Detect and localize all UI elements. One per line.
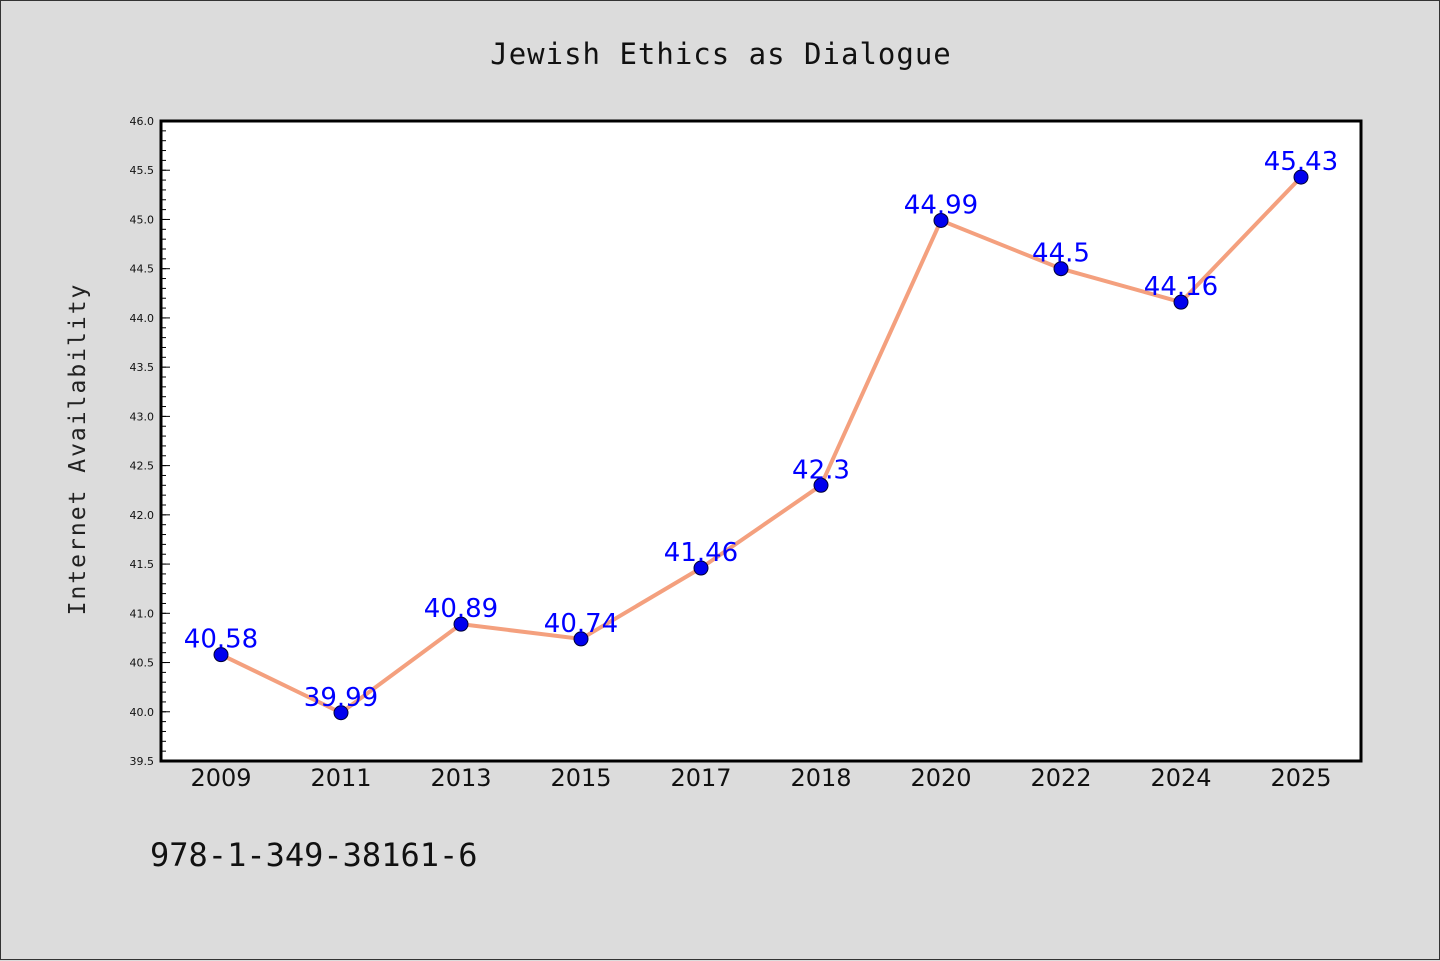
- data-point: [1293, 169, 1309, 185]
- data-point: [1173, 294, 1189, 310]
- x-tick-label: 2013: [430, 764, 491, 792]
- series-line: [220, 175, 1303, 715]
- data-label: 40.58: [184, 625, 258, 655]
- y-tick-label: 45.5: [130, 164, 155, 177]
- isbn-text: 978-1-349-38161-6: [150, 836, 478, 874]
- x-tick-label: 2025: [1270, 764, 1331, 792]
- y-tick-label: 40.0: [130, 706, 155, 719]
- x-tick-label: 2018: [790, 764, 851, 792]
- x-tick-label: 2017: [670, 764, 731, 792]
- data-label: 41.46: [664, 538, 738, 568]
- x-tick-label: 2020: [910, 764, 971, 792]
- data-point: [213, 647, 229, 663]
- x-tick-label: 2011: [310, 764, 371, 792]
- y-tick-label: 42.0: [130, 509, 155, 522]
- data-point: [1053, 261, 1069, 277]
- y-tick-label: 41.0: [130, 607, 155, 620]
- y-tick-label: 45.0: [130, 213, 155, 226]
- x-tick-label: 2024: [1150, 764, 1211, 792]
- data-point: [453, 616, 469, 632]
- y-tick-label: 40.5: [130, 657, 155, 670]
- y-tick-label: 39.5: [130, 755, 155, 768]
- y-tick-label: 43.5: [130, 361, 155, 374]
- x-tick-label: 2009: [190, 764, 251, 792]
- plot-area: [159, 119, 1363, 763]
- y-axis-ticks: 39.5 40.0 40.5 41.0 41.5 42.0 42.5 43.0 43.5 44.0…: [130, 115, 170, 768]
- y-tick-label: 43.0: [130, 410, 155, 423]
- y-tick-label: 44.5: [130, 263, 155, 276]
- data-label: 39.99: [304, 683, 378, 713]
- data-label: 40.74: [544, 609, 618, 639]
- data-label: 44.5: [1032, 239, 1090, 269]
- data-point: [573, 631, 589, 647]
- x-tick-label: 2015: [550, 764, 611, 792]
- y-tick-label: 42.5: [130, 460, 155, 473]
- series-layer: [213, 169, 1309, 721]
- x-axis-ticks: 2009 2011 2013 2015 2017 2018 2020 2022 2024 2025: [190, 764, 1331, 792]
- data-point: [933, 212, 949, 228]
- data-label: 44.99: [904, 190, 978, 220]
- data-label: 44.16: [1144, 272, 1218, 302]
- data-label: 42.3: [792, 455, 850, 485]
- y-tick-label: 41.5: [130, 558, 155, 571]
- data-point: [333, 705, 349, 721]
- data-label: 45.43: [1264, 147, 1338, 177]
- data-point: [813, 477, 829, 493]
- data-label: 40.89: [424, 594, 498, 624]
- y-tick-label: 46.0: [130, 115, 155, 128]
- chart-title: Jewish Ethics as Dialogue: [490, 37, 952, 71]
- x-tick-label: 2022: [1030, 764, 1091, 792]
- data-point: [693, 560, 709, 576]
- y-axis-label: Internet Availability: [65, 283, 91, 616]
- y-tick-label: 44.0: [130, 312, 155, 325]
- data-labels-layer: 40.58 39.99 40.89 40.74 41.46 42.3 44.99 44.5 44…: [184, 147, 1338, 713]
